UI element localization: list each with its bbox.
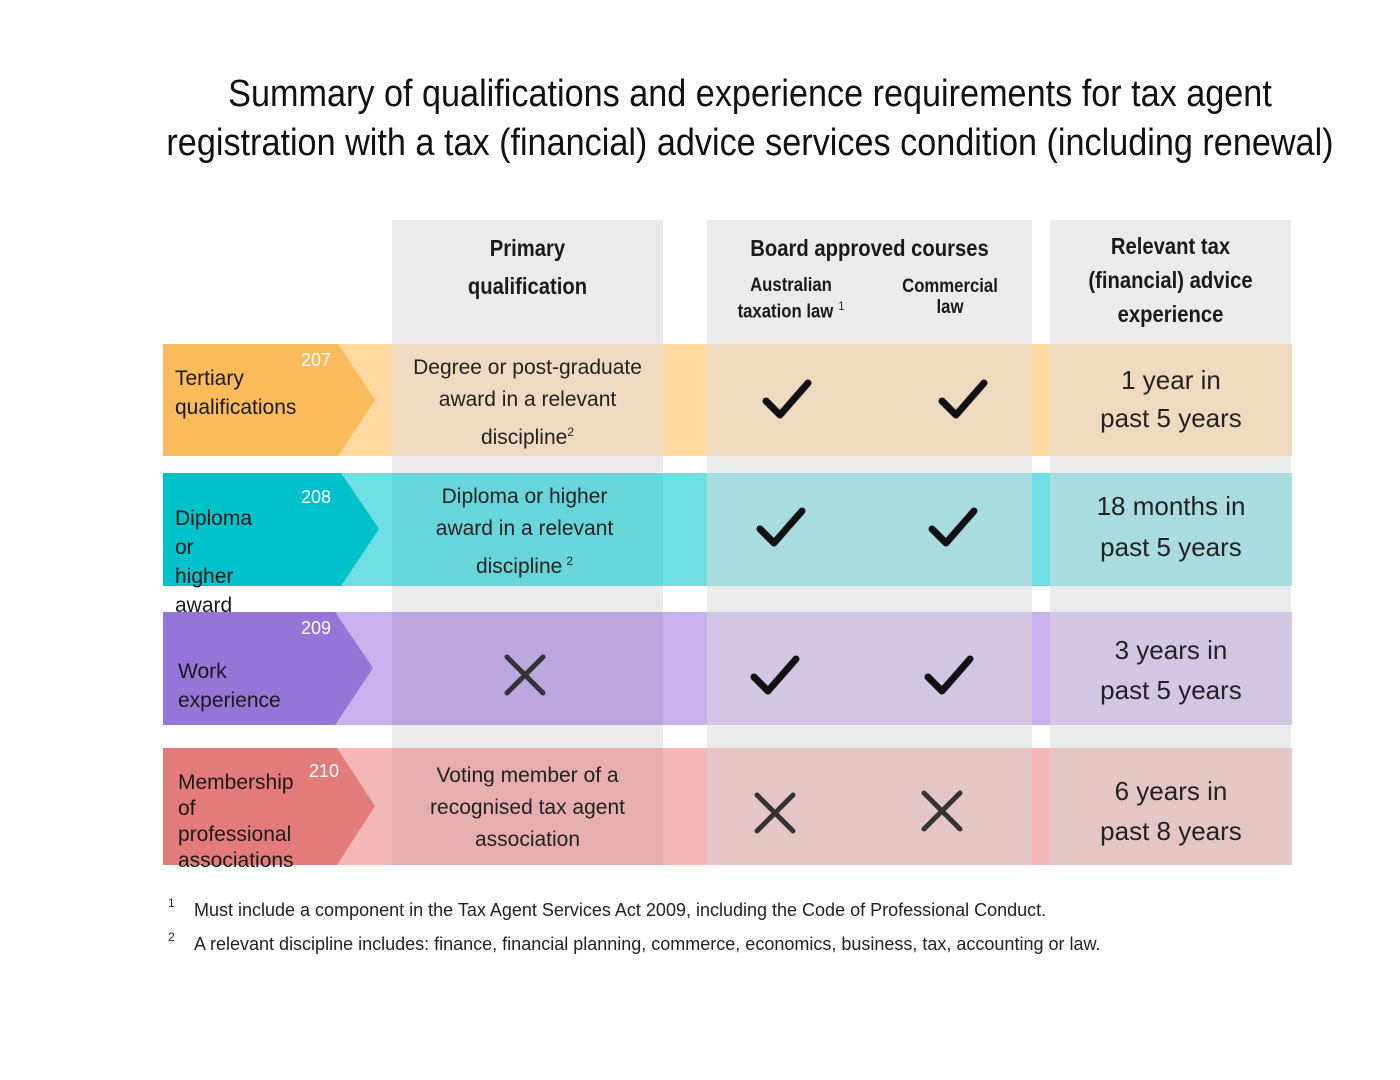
check-icon <box>762 379 812 419</box>
atl-footnote-ref: 1 <box>838 299 845 313</box>
row-tag-shape <box>163 473 379 586</box>
check-icon <box>928 507 978 547</box>
experience-line-1: 6 years in <box>1114 776 1228 806</box>
australian-taxation-law-header: Australian taxation law 1 <box>730 275 851 322</box>
experience-line-2: past 5 years <box>1100 403 1242 433</box>
row-tag-shape <box>163 748 375 865</box>
primary-header-line-2: qualification <box>467 273 588 299</box>
primary-line-2: recognised tax agent <box>430 796 625 819</box>
primary-qualification-text: Voting member of a recognised tax agent … <box>392 760 663 856</box>
experience-cell-bg <box>1050 344 1292 456</box>
experience-line-2: past 5 years <box>1100 532 1242 562</box>
experience-header: Relevant tax (financial) advice experien… <box>1064 229 1276 331</box>
footnote-text: Must include a component in the Tax Agen… <box>194 900 1047 920</box>
row-label-line-1: Work experience <box>178 660 281 712</box>
page-title: Summary of qualifications and experience… <box>165 70 1335 168</box>
primary-qualification-text: Diploma or higher award in a relevant di… <box>392 481 657 583</box>
atl-header-line-2: taxation law 1 <box>730 296 851 322</box>
primary-header-line-1: Primary <box>489 235 566 261</box>
primary-cell-bg <box>392 748 663 865</box>
row-label-line-1: Tertiary <box>175 367 244 390</box>
title-line-1: Summary of qualifications and experience… <box>228 73 1272 115</box>
primary-line-3-text: discipline <box>480 426 568 449</box>
board-header: Board approved courses <box>727 229 1013 267</box>
experience-header-line-2: (financial) advice <box>1088 267 1253 293</box>
row-label-line-3: associations <box>178 849 294 872</box>
row-label-line-1: Membership <box>178 771 294 794</box>
primary-cell-bg <box>392 344 663 456</box>
experience-header-line-3: experience <box>1117 301 1224 327</box>
experience-cell-bg <box>1050 612 1292 725</box>
cross-icon <box>754 792 796 834</box>
cross-icon <box>504 654 546 696</box>
experience-line-1: 18 months in <box>1096 491 1246 521</box>
experience-cell-bg <box>1050 748 1292 865</box>
experience-text: 18 months in past 5 years <box>1050 486 1292 568</box>
experience-cell-bg <box>1050 473 1292 586</box>
experience-text: 6 years in past 8 years <box>1050 771 1292 851</box>
commercial-law-header: Commercial law <box>888 276 1011 318</box>
row-label-line-2: qualifications <box>175 396 297 419</box>
row-label-line-2: of professional <box>178 797 292 846</box>
row-tag-shape <box>163 344 375 456</box>
primary-cell-bg <box>392 612 663 725</box>
commercial-header-line-1: Commercial <box>902 276 998 297</box>
experience-text: 3 years in past 5 years <box>1050 630 1292 710</box>
check-icon <box>938 379 988 419</box>
title-line-2: registration with a tax (financial) advi… <box>166 122 1334 164</box>
primary-line-1: Degree or post-graduate <box>413 356 642 379</box>
primary-line-3-text: discipline <box>475 555 563 578</box>
row-number-text: 210 <box>309 761 340 781</box>
atl-header-line-1: Australian <box>750 275 832 296</box>
primary-qualification-text: Degree or post-graduate award in a relev… <box>392 352 663 454</box>
experience-line-2: past 8 years <box>1100 816 1242 846</box>
board-cell-bg <box>707 344 1032 456</box>
experience-line-2: past 5 years <box>1100 675 1242 705</box>
primary-line-2: award in a relevant <box>438 388 617 411</box>
experience-header-line-1: Relevant tax <box>1110 233 1231 259</box>
row-tag-shape <box>163 612 373 725</box>
row-number-text: 209 <box>301 618 332 638</box>
check-icon <box>756 507 806 547</box>
primary-footnote-ref: 2 <box>566 554 574 568</box>
primary-line-1: Voting member of a <box>436 764 619 787</box>
primary-footnote-ref: 2 <box>567 425 575 439</box>
footnote-number: 1 <box>168 896 175 910</box>
cross-icon <box>921 790 963 832</box>
row-number-text: 208 <box>301 487 332 507</box>
experience-text: 1 year in past 5 years <box>1050 361 1292 437</box>
board-cell-bg <box>707 612 1032 725</box>
primary-header: Primary qualification <box>408 229 646 305</box>
primary-line-1: Diploma or higher <box>441 485 608 508</box>
primary-line-3: discipline2 <box>392 416 663 454</box>
commercial-header-line-2: law <box>936 297 964 318</box>
footnote-text: A relevant discipline includes: finance,… <box>194 934 1101 954</box>
experience-line-1: 1 year in <box>1121 365 1221 395</box>
experience-line-1: 3 years in <box>1114 635 1228 665</box>
row-label-line-1: Diploma or higher <box>175 507 253 588</box>
primary-cell-bg <box>392 473 663 586</box>
primary-line-3: association <box>474 828 581 851</box>
row-number-text: 207 <box>301 350 332 370</box>
primary-line-2: award in a relevant <box>435 517 614 540</box>
board-cell-bg <box>707 748 1032 865</box>
row-label-line-2: award <box>175 594 233 617</box>
check-icon <box>750 655 800 695</box>
check-icon <box>924 655 974 695</box>
footnote-number: 2 <box>168 930 175 944</box>
atl-header-line-2-text: taxation law <box>737 301 834 323</box>
board-header-text: Board approved courses <box>750 235 989 261</box>
